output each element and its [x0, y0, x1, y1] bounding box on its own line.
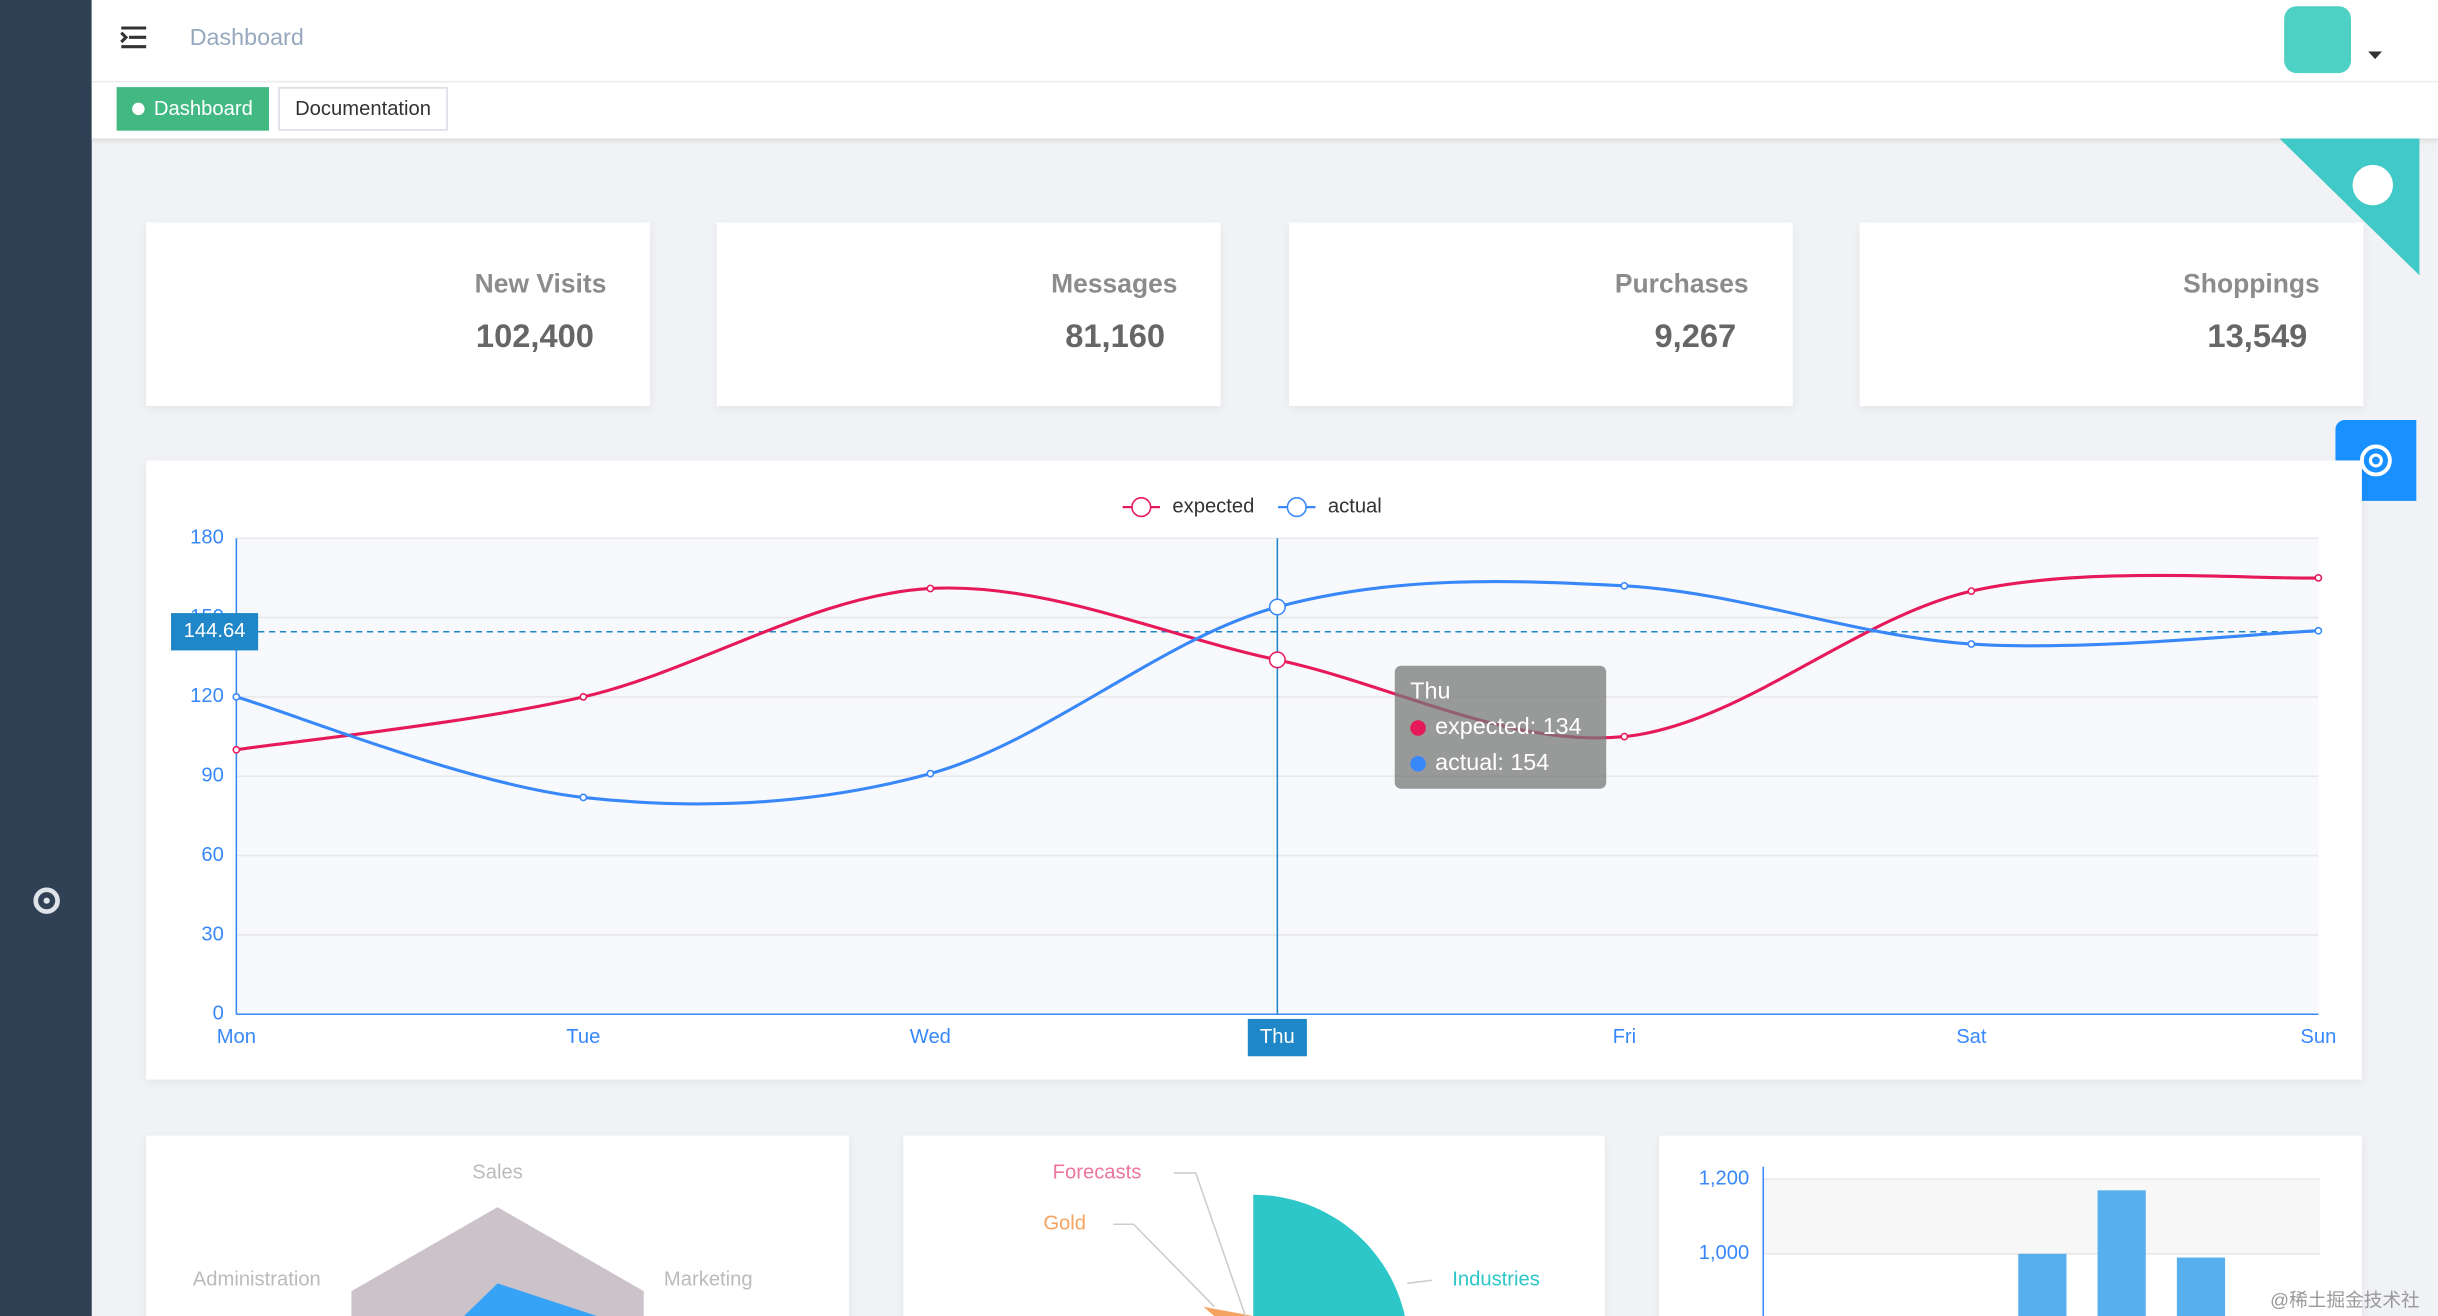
- pointer-label-bg: [171, 613, 259, 651]
- pie-label: Forecasts: [1053, 1161, 1142, 1183]
- point: [232, 745, 241, 754]
- caret[interactable]: [2368, 51, 2384, 60]
- tooltip-dot: [1410, 720, 1426, 736]
- x-tick-label: Thu: [1260, 1026, 1295, 1048]
- pointer-label: 144.64: [184, 620, 246, 642]
- stat-card[interactable]: Messages 81,160: [717, 222, 1222, 407]
- x-tick-label: Mon: [217, 1026, 256, 1048]
- tags-view: Dashboard Documentation: [91, 82, 2438, 141]
- y-tick-label: 0: [213, 1003, 224, 1025]
- tab[interactable]: Documentation: [278, 87, 448, 131]
- y-tick-label: 120: [190, 685, 224, 707]
- sidebar: [0, 0, 92, 1316]
- y-tick-label: 1,000: [1699, 1242, 1750, 1264]
- breadcrumb[interactable]: Dashboard: [189, 24, 304, 52]
- y-tick-label: 90: [201, 765, 223, 787]
- point: [1967, 640, 1976, 648]
- y-tick-label: 60: [201, 844, 223, 866]
- point: [579, 793, 588, 802]
- navbar: Dashboard: [91, 0, 2438, 83]
- bar-panel: 1,000 1,200: [1659, 1135, 2362, 1316]
- github-corner[interactable]: [2279, 138, 2438, 276]
- plot-bg: [1763, 1179, 2320, 1254]
- point: [1268, 651, 1286, 669]
- radar-label: Marketing: [664, 1269, 753, 1291]
- bar: [2097, 1190, 2146, 1316]
- y-tick-label: 1,200: [1699, 1167, 1750, 1189]
- x-tick-label: Tue: [566, 1026, 600, 1048]
- tab-active[interactable]: Dashboard: [116, 87, 269, 131]
- point: [1620, 581, 1629, 590]
- stat-label: Shoppings: [2183, 269, 2320, 299]
- point: [232, 693, 241, 701]
- x-tick-label: Sun: [2300, 1026, 2336, 1048]
- legend-marker: [1131, 497, 1152, 518]
- tooltip-dot: [1410, 756, 1426, 772]
- point: [1268, 598, 1286, 616]
- tooltip-title: Thu: [1410, 677, 1450, 703]
- stat-value: 102,400: [475, 318, 594, 355]
- stat-value: 81,160: [1065, 318, 1166, 355]
- avatar[interactable]: [2284, 6, 2352, 74]
- radar-label: Administration: [193, 1269, 321, 1291]
- hamburger[interactable]: [120, 25, 148, 50]
- tooltip-line: actual: 154: [1435, 749, 1549, 775]
- y-tick-label: 30: [201, 923, 223, 945]
- stat-card[interactable]: Purchases 9,267: [1288, 222, 1793, 407]
- point: [1620, 732, 1629, 741]
- x-tick-label: Wed: [910, 1026, 951, 1048]
- radar-panel: Sales Administration Marketing: [146, 1135, 849, 1316]
- point: [926, 769, 935, 778]
- point: [1967, 587, 1976, 596]
- bar-chart: 1,000 1,200: [1699, 1166, 2320, 1316]
- point: [2314, 626, 2323, 635]
- tab-label: Dashboard: [153, 96, 253, 120]
- watermark: @稀土掘金技术社区: [2270, 1289, 2420, 1312]
- pie-label: Industries: [1452, 1269, 1540, 1291]
- x-tick-label: Sat: [1956, 1026, 1987, 1048]
- stat-card[interactable]: Shoppings 13,549: [1859, 222, 2364, 407]
- line-chart-panel: 0306090120150180144.64MonTueWedThuFriSat…: [146, 460, 2362, 1080]
- sidebar-icon[interactable]: [33, 887, 61, 915]
- stat-label: New Visits: [474, 269, 607, 299]
- point: [926, 584, 935, 593]
- point: [579, 693, 588, 701]
- stat-card[interactable]: New Visits 102,400: [146, 222, 650, 407]
- radar-label: Sales: [472, 1161, 523, 1183]
- stat-value: 9,267: [1654, 318, 1737, 355]
- pie-panel: Forecasts Gold Industries: [903, 1135, 1605, 1316]
- legend-label: expected: [1172, 495, 1254, 517]
- stat-label: Messages: [1051, 269, 1178, 299]
- legend-marker: [1286, 497, 1307, 518]
- pie-chart: Forecasts Gold Industries: [1043, 1161, 1540, 1316]
- x-label-highlight: [1247, 1018, 1307, 1057]
- y-tick-label: 180: [190, 527, 224, 549]
- tooltip-line: expected: 134: [1435, 713, 1581, 739]
- bar: [2018, 1253, 2067, 1316]
- pie-label: Gold: [1043, 1213, 1086, 1235]
- x-tick-label: Fri: [1613, 1026, 1637, 1048]
- bar: [2176, 1257, 2226, 1316]
- line-chart: 0306090120150180144.64MonTueWedThuFriSat…: [171, 495, 2336, 1057]
- stat-value: 13,549: [2207, 318, 2308, 355]
- legend-label: actual: [1328, 495, 1382, 517]
- stat-label: Purchases: [1614, 269, 1749, 299]
- point: [2314, 574, 2323, 582]
- radar-chart: Sales Administration Marketing: [193, 1161, 753, 1316]
- tooltip: [1394, 665, 1607, 789]
